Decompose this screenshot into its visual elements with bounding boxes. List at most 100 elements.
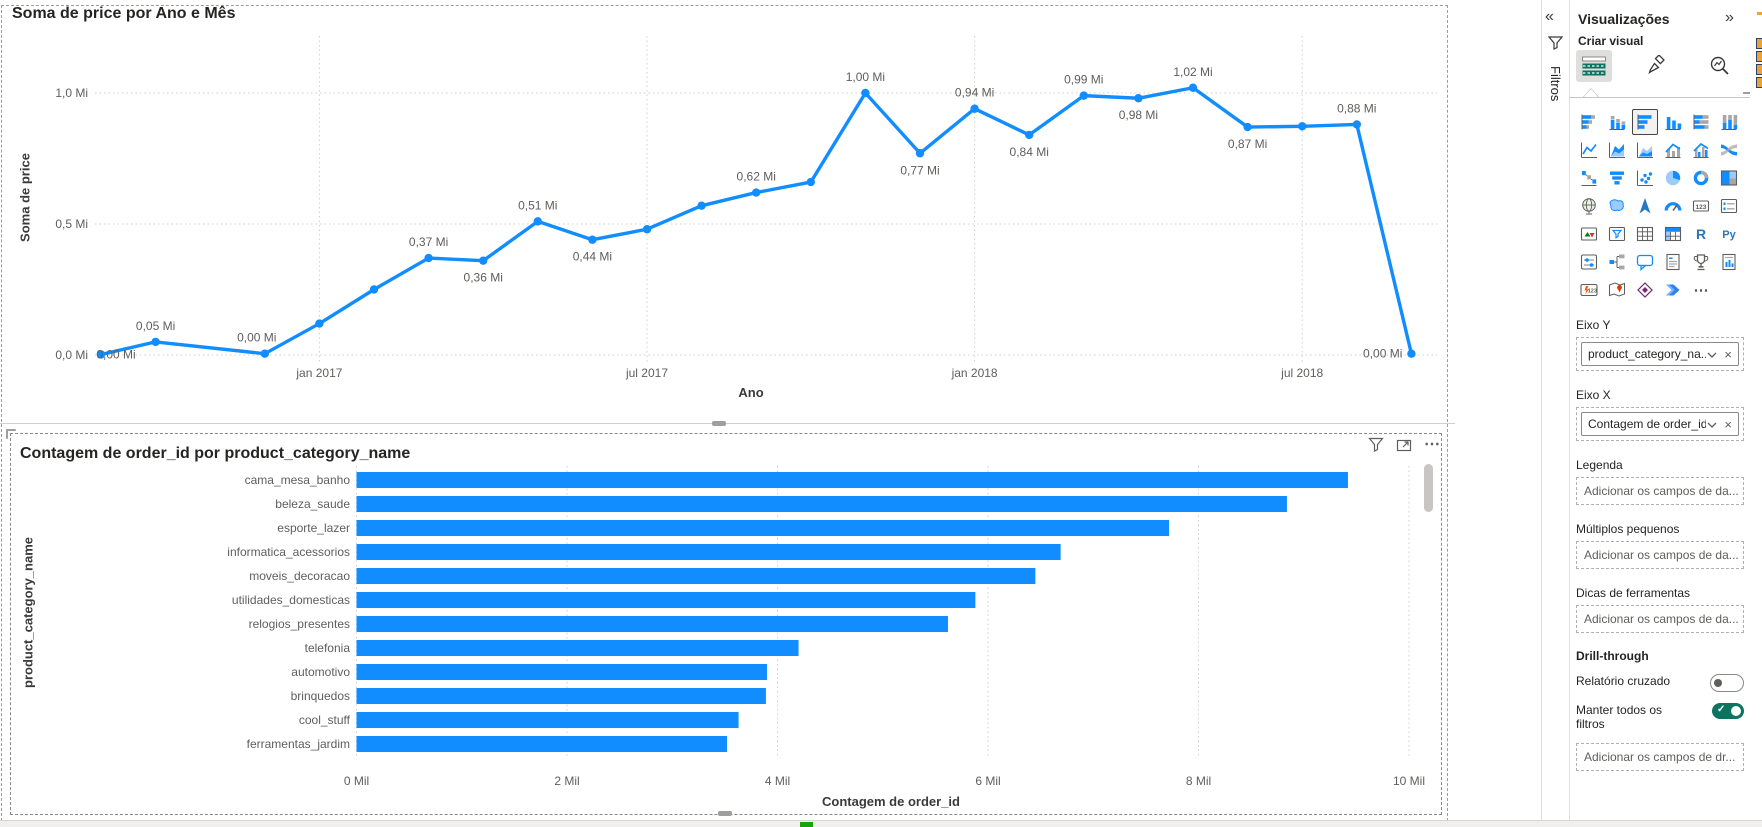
- visual-type-scatter-chart-icon[interactable]: [1633, 166, 1657, 190]
- data-point-jun-2018[interactable]: [1243, 122, 1252, 132]
- visual-type-ribbon-chart-icon[interactable]: [1717, 138, 1741, 162]
- visual-type-funnel-chart-icon[interactable]: [1605, 166, 1629, 190]
- visual-type-pie-chart-icon[interactable]: [1661, 166, 1685, 190]
- visual-type-qa-visual-icon[interactable]: [1633, 250, 1657, 274]
- bar-cool_stuff[interactable]: [356, 712, 739, 728]
- remove-field-icon[interactable]: ×: [1724, 416, 1732, 432]
- visual-type-stacked-column-chart-icon[interactable]: [1605, 110, 1629, 134]
- bar-chart-visual[interactable]: Contagem de order_id por product_categor…: [0, 421, 1455, 827]
- visual-type-card-icon[interactable]: 123: [1689, 194, 1713, 218]
- bar-ferramentas_jardim[interactable]: [356, 736, 727, 752]
- chevron-down-icon[interactable]: [1707, 347, 1717, 361]
- field-well-legenda[interactable]: Adicionar os campos de da...: [1576, 477, 1744, 505]
- bar-esporte_lazer[interactable]: [356, 520, 1170, 536]
- data-point-set-2016[interactable]: [96, 350, 106, 359]
- bar-chart-scrollbar-thumb[interactable]: [1424, 464, 1433, 512]
- data-pane-edge[interactable]: [1751, 0, 1762, 820]
- field-pill[interactable]: product_category_na... ×: [1581, 342, 1739, 366]
- data-point-ago-2018[interactable]: [1352, 120, 1362, 129]
- visual-type-smart-narrative-icon[interactable]: [1661, 250, 1685, 274]
- visual-resize-handle-bottom[interactable]: [718, 811, 732, 816]
- visual-type-slicer-icon[interactable]: [1605, 222, 1629, 246]
- data-point-jul-2017[interactable]: [642, 225, 652, 234]
- visual-type-power-apps-icon[interactable]: [1633, 278, 1657, 302]
- data-point-mai-2018[interactable]: [1188, 83, 1198, 92]
- more-options-icon[interactable]: ⋯: [1424, 436, 1440, 453]
- filter-funnel-icon[interactable]: [1547, 36, 1564, 55]
- bar-relogios_presentes[interactable]: [356, 616, 949, 632]
- visual-type-clustered-column-chart-icon[interactable]: [1661, 110, 1685, 134]
- data-point-fev-2018[interactable]: [1025, 130, 1034, 140]
- bar-informatica_acessorios[interactable]: [356, 544, 1061, 560]
- filter-icon[interactable]: [1368, 437, 1384, 457]
- visual-type-paginated-report-icon[interactable]: [1717, 250, 1741, 274]
- visual-type-treemap-icon[interactable]: [1717, 166, 1741, 190]
- visual-type-area-chart-icon[interactable]: [1605, 138, 1629, 162]
- data-point-mar-2018[interactable]: [1079, 91, 1089, 100]
- keep-all-filters-toggle[interactable]: ✓: [1712, 703, 1744, 719]
- tab-format-visual[interactable]: [1638, 50, 1674, 82]
- data-point-set-2017[interactable]: [752, 188, 761, 197]
- visual-type-100-stacked-column-chart-icon[interactable]: [1717, 110, 1741, 134]
- bar-beleza_saude[interactable]: [356, 496, 1287, 512]
- bar-moveis_decoracao[interactable]: [356, 568, 1036, 584]
- data-point-mar-2017[interactable]: [424, 253, 433, 263]
- visual-type-power-automate-icon[interactable]: [1661, 278, 1685, 302]
- data-point-jan-2017[interactable]: [315, 319, 324, 328]
- chevron-down-icon[interactable]: [1707, 417, 1717, 431]
- visual-type-line-and-clustered-column-chart-icon[interactable]: [1689, 138, 1713, 162]
- bar-chart-plot[interactable]: 0 Mil 2 Mil 4 Mil 6 Mil 8 Mil 10 Mil cama_mesa…: [0, 424, 1455, 827]
- bar-telefonia[interactable]: [356, 640, 799, 656]
- visual-corner-handle[interactable]: [6, 429, 16, 431]
- data-point-out-2017[interactable]: [806, 177, 815, 187]
- filters-expand-icon[interactable]: «: [1545, 8, 1554, 25]
- visual-type-stacked-area-chart-icon[interactable]: [1633, 138, 1657, 162]
- visual-type-waterfall-chart-icon[interactable]: [1577, 166, 1601, 190]
- visual-type-line-and-stacked-column-chart-icon[interactable]: [1661, 138, 1685, 162]
- visual-resize-handle-top[interactable]: [712, 421, 726, 426]
- data-point-jul-2018[interactable]: [1298, 122, 1307, 131]
- visual-type-r-script-visual-icon[interactable]: R: [1689, 222, 1713, 246]
- visual-type-gauge-icon[interactable]: [1661, 194, 1685, 218]
- data-point-jan-2018[interactable]: [970, 104, 979, 113]
- visual-type-line-chart-icon[interactable]: [1577, 138, 1601, 162]
- data-point-fev-2017[interactable]: [369, 285, 379, 294]
- visual-type-map-icon[interactable]: [1577, 194, 1601, 218]
- visual-type-100-stacked-bar-chart-icon[interactable]: [1689, 110, 1713, 134]
- data-point-set-2018[interactable]: [1407, 349, 1416, 358]
- visual-type-clustered-bar-chart-icon[interactable]: [1632, 109, 1658, 135]
- visual-type-azure-map-icon[interactable]: [1633, 194, 1657, 218]
- visual-type-python-visual-icon[interactable]: Py: [1717, 222, 1741, 246]
- bar-brinquedos[interactable]: [356, 688, 766, 704]
- data-point-dez-2017[interactable]: [915, 149, 925, 158]
- visual-type-new-card-icon[interactable]: 123: [1577, 278, 1601, 302]
- line-series[interactable]: [100, 86, 1414, 357]
- cross-report-toggle[interactable]: [1710, 674, 1744, 692]
- visual-type-kpi-icon[interactable]: [1577, 222, 1601, 246]
- data-point-abr-2018[interactable]: [1134, 94, 1143, 103]
- line-chart-visual[interactable]: Soma de price por Ano e Mês 0,0 Mi 0,5 Mi…: [0, 0, 1455, 423]
- data-point-jun-2017[interactable]: [588, 235, 597, 244]
- visual-type-metrics-icon[interactable]: [1689, 250, 1713, 274]
- field-well-dicas-de-ferramentas[interactable]: Adicionar os campos de da...: [1576, 605, 1744, 633]
- visual-type-donut-chart-icon[interactable]: [1689, 166, 1713, 190]
- visual-type-decomposition-tree-icon[interactable]: [1605, 250, 1629, 274]
- visual-type-stacked-bar-chart-icon[interactable]: [1577, 110, 1601, 134]
- remove-field-icon[interactable]: ×: [1724, 346, 1732, 362]
- data-point-nov-2017[interactable]: [861, 88, 870, 98]
- visual-corner-handle[interactable]: [6, 429, 8, 439]
- data-point-ago-2017[interactable]: [697, 201, 706, 210]
- tab-analytics[interactable]: [1702, 50, 1738, 82]
- field-well-múltiplos-pequenos[interactable]: Adicionar os campos de da...: [1576, 541, 1744, 569]
- visual-type-matrix-icon[interactable]: [1661, 222, 1685, 246]
- bar-automotivo[interactable]: [356, 664, 767, 680]
- tab-build-visual[interactable]: [1576, 50, 1612, 82]
- visual-type-more-visuals[interactable]: ⋯: [1693, 282, 1709, 299]
- data-point-mai-2017[interactable]: [533, 217, 542, 226]
- line-chart-plot[interactable]: 0,0 Mi 0,5 Mi 1,0 Mi jan 2017 jul 2017 jan 20…: [0, 0, 1455, 423]
- visual-type-arcgis-map-icon[interactable]: [1605, 278, 1629, 302]
- visual-type-new-slicer-icon[interactable]: [1577, 250, 1601, 274]
- visual-type-filled-map-icon[interactable]: [1605, 194, 1629, 218]
- focus-mode-icon[interactable]: [1396, 437, 1412, 457]
- filters-pane-title[interactable]: Filtros: [1548, 66, 1563, 102]
